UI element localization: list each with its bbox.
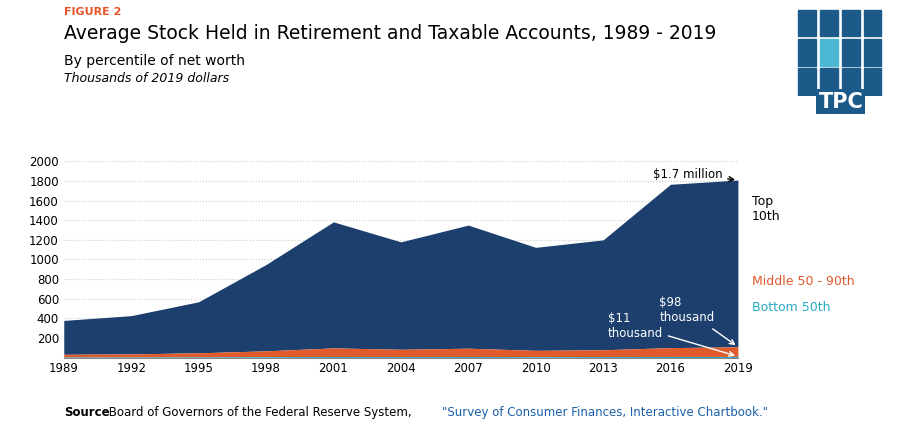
Bar [798,39,816,65]
Text: $98
thousand: $98 thousand [660,296,734,344]
Text: Board of Governors of the Federal Reserve System,: Board of Governors of the Federal Reserv… [105,405,419,419]
Bar [842,39,860,65]
Text: Thousands of 2019 dollars: Thousands of 2019 dollars [64,72,229,85]
Text: Source: Source [64,405,109,419]
Bar [864,39,881,65]
Text: Average Stock Held in Retirement and Taxable Accounts, 1989 - 2019: Average Stock Held in Retirement and Tax… [64,24,716,43]
Text: Middle 50 - 90th: Middle 50 - 90th [752,275,855,288]
Text: Bottom 50th: Bottom 50th [752,301,830,314]
Bar [864,68,881,95]
Bar [820,39,838,65]
Bar [864,10,881,37]
Bar [820,68,838,95]
Bar [798,10,816,37]
Bar [798,68,816,95]
Text: By percentile of net worth: By percentile of net worth [64,54,245,68]
Text: FIGURE 2: FIGURE 2 [64,7,121,17]
Bar [842,10,860,37]
Bar [842,68,860,95]
Bar [820,10,838,37]
Text: Top
10th: Top 10th [752,195,780,223]
Text: "Survey of Consumer Finances, Interactive Chartbook.": "Survey of Consumer Finances, Interactiv… [442,405,768,419]
Text: $11
thousand: $11 thousand [608,312,733,356]
Text: TPC: TPC [818,92,864,112]
Text: $1.7 million: $1.7 million [652,167,733,181]
